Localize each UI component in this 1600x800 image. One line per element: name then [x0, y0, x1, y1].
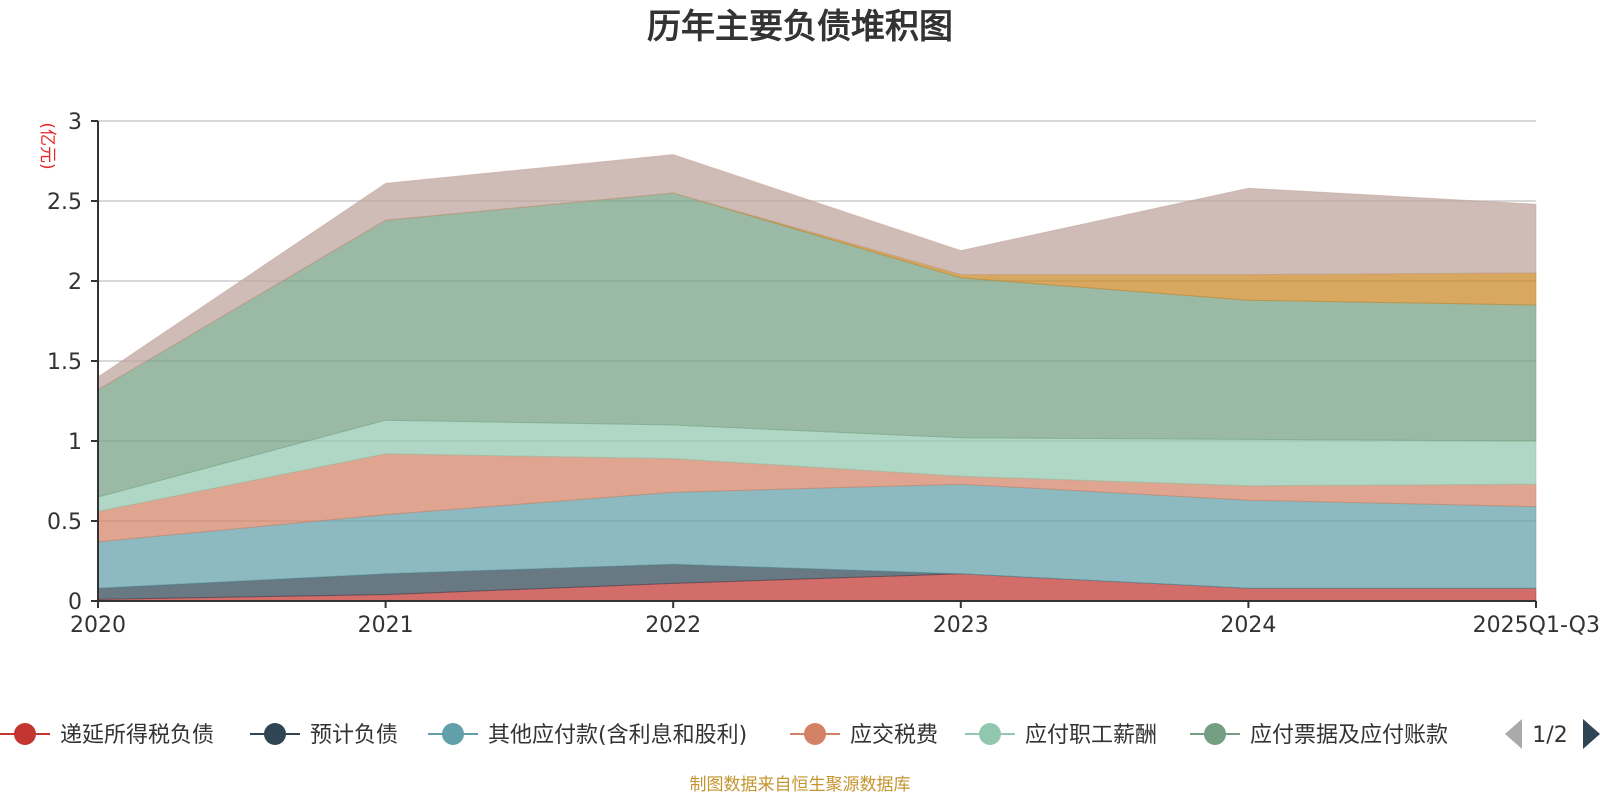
area-8[interactable]	[97, 154, 1537, 391]
legend-label: 递延所得税负债	[60, 723, 214, 748]
legend-label: 预计负债	[310, 723, 398, 748]
y-tick-label: 2	[68, 270, 82, 295]
legend-marker-icon	[442, 723, 464, 745]
x-tick-label: 2023	[933, 613, 989, 638]
axes-group: 0 0.5 1 1.5 2 2.5 3 2020 2021 2022 2023 2024 2025Q1-…	[47, 110, 1600, 638]
legend-item-4[interactable]: 应交税费	[790, 723, 938, 748]
data-source-note: 制图数据来自恒生聚源数据库	[690, 775, 911, 795]
x-tick-label: 2024	[1220, 613, 1276, 638]
area-series-group	[97, 154, 1537, 602]
legend-item-2[interactable]: 预计负债	[250, 723, 398, 748]
legend-item-3[interactable]: 其他应付款(含利息和股利)	[428, 723, 747, 748]
legend-marker-icon	[1204, 723, 1226, 745]
legend-item-5[interactable]: 应付职工薪酬	[965, 723, 1157, 748]
y-tick-label: 2.5	[47, 190, 82, 215]
legend-pager: 1/2	[1505, 719, 1600, 749]
legend-next-arrow-icon[interactable]	[1583, 719, 1600, 749]
x-tick-label: 2021	[358, 613, 414, 638]
x-tick-label: 2020	[70, 613, 126, 638]
legend-item-6[interactable]: 应付票据及应付账款	[1190, 723, 1448, 748]
y-axis-label: (亿元)	[37, 122, 57, 169]
y-tick-label: 1.5	[47, 350, 82, 375]
legend-marker-icon	[14, 723, 36, 745]
legend-prev-arrow-icon[interactable]	[1505, 719, 1522, 749]
legend-label: 应付票据及应付账款	[1250, 723, 1448, 748]
y-tick-label: 1	[68, 430, 82, 455]
legend-label: 应付职工薪酬	[1025, 723, 1157, 748]
legend-marker-icon	[979, 723, 1001, 745]
y-tick-label: 0	[68, 590, 82, 615]
y-tick-label: 3	[68, 110, 82, 135]
chart-title: 历年主要负债堆积图	[647, 7, 953, 47]
x-tick-label: 2022	[645, 613, 701, 638]
legend-marker-icon	[804, 723, 826, 745]
legend-marker-icon	[264, 723, 286, 745]
legend-item-1[interactable]: 递延所得税负债	[0, 723, 214, 748]
legend[interactable]: 递延所得税负债 预计负债 其他应付款(含利息和股利) 应交税费 应付职工薪酬 应付票据及应…	[0, 723, 1448, 748]
x-tick-label: 2025Q1-Q3	[1473, 613, 1600, 638]
legend-label: 应交税费	[850, 723, 938, 748]
legend-page-indicator: 1/2	[1532, 723, 1567, 748]
legend-label: 其他应付款(含利息和股利)	[488, 723, 747, 748]
y-tick-label: 0.5	[47, 510, 82, 535]
